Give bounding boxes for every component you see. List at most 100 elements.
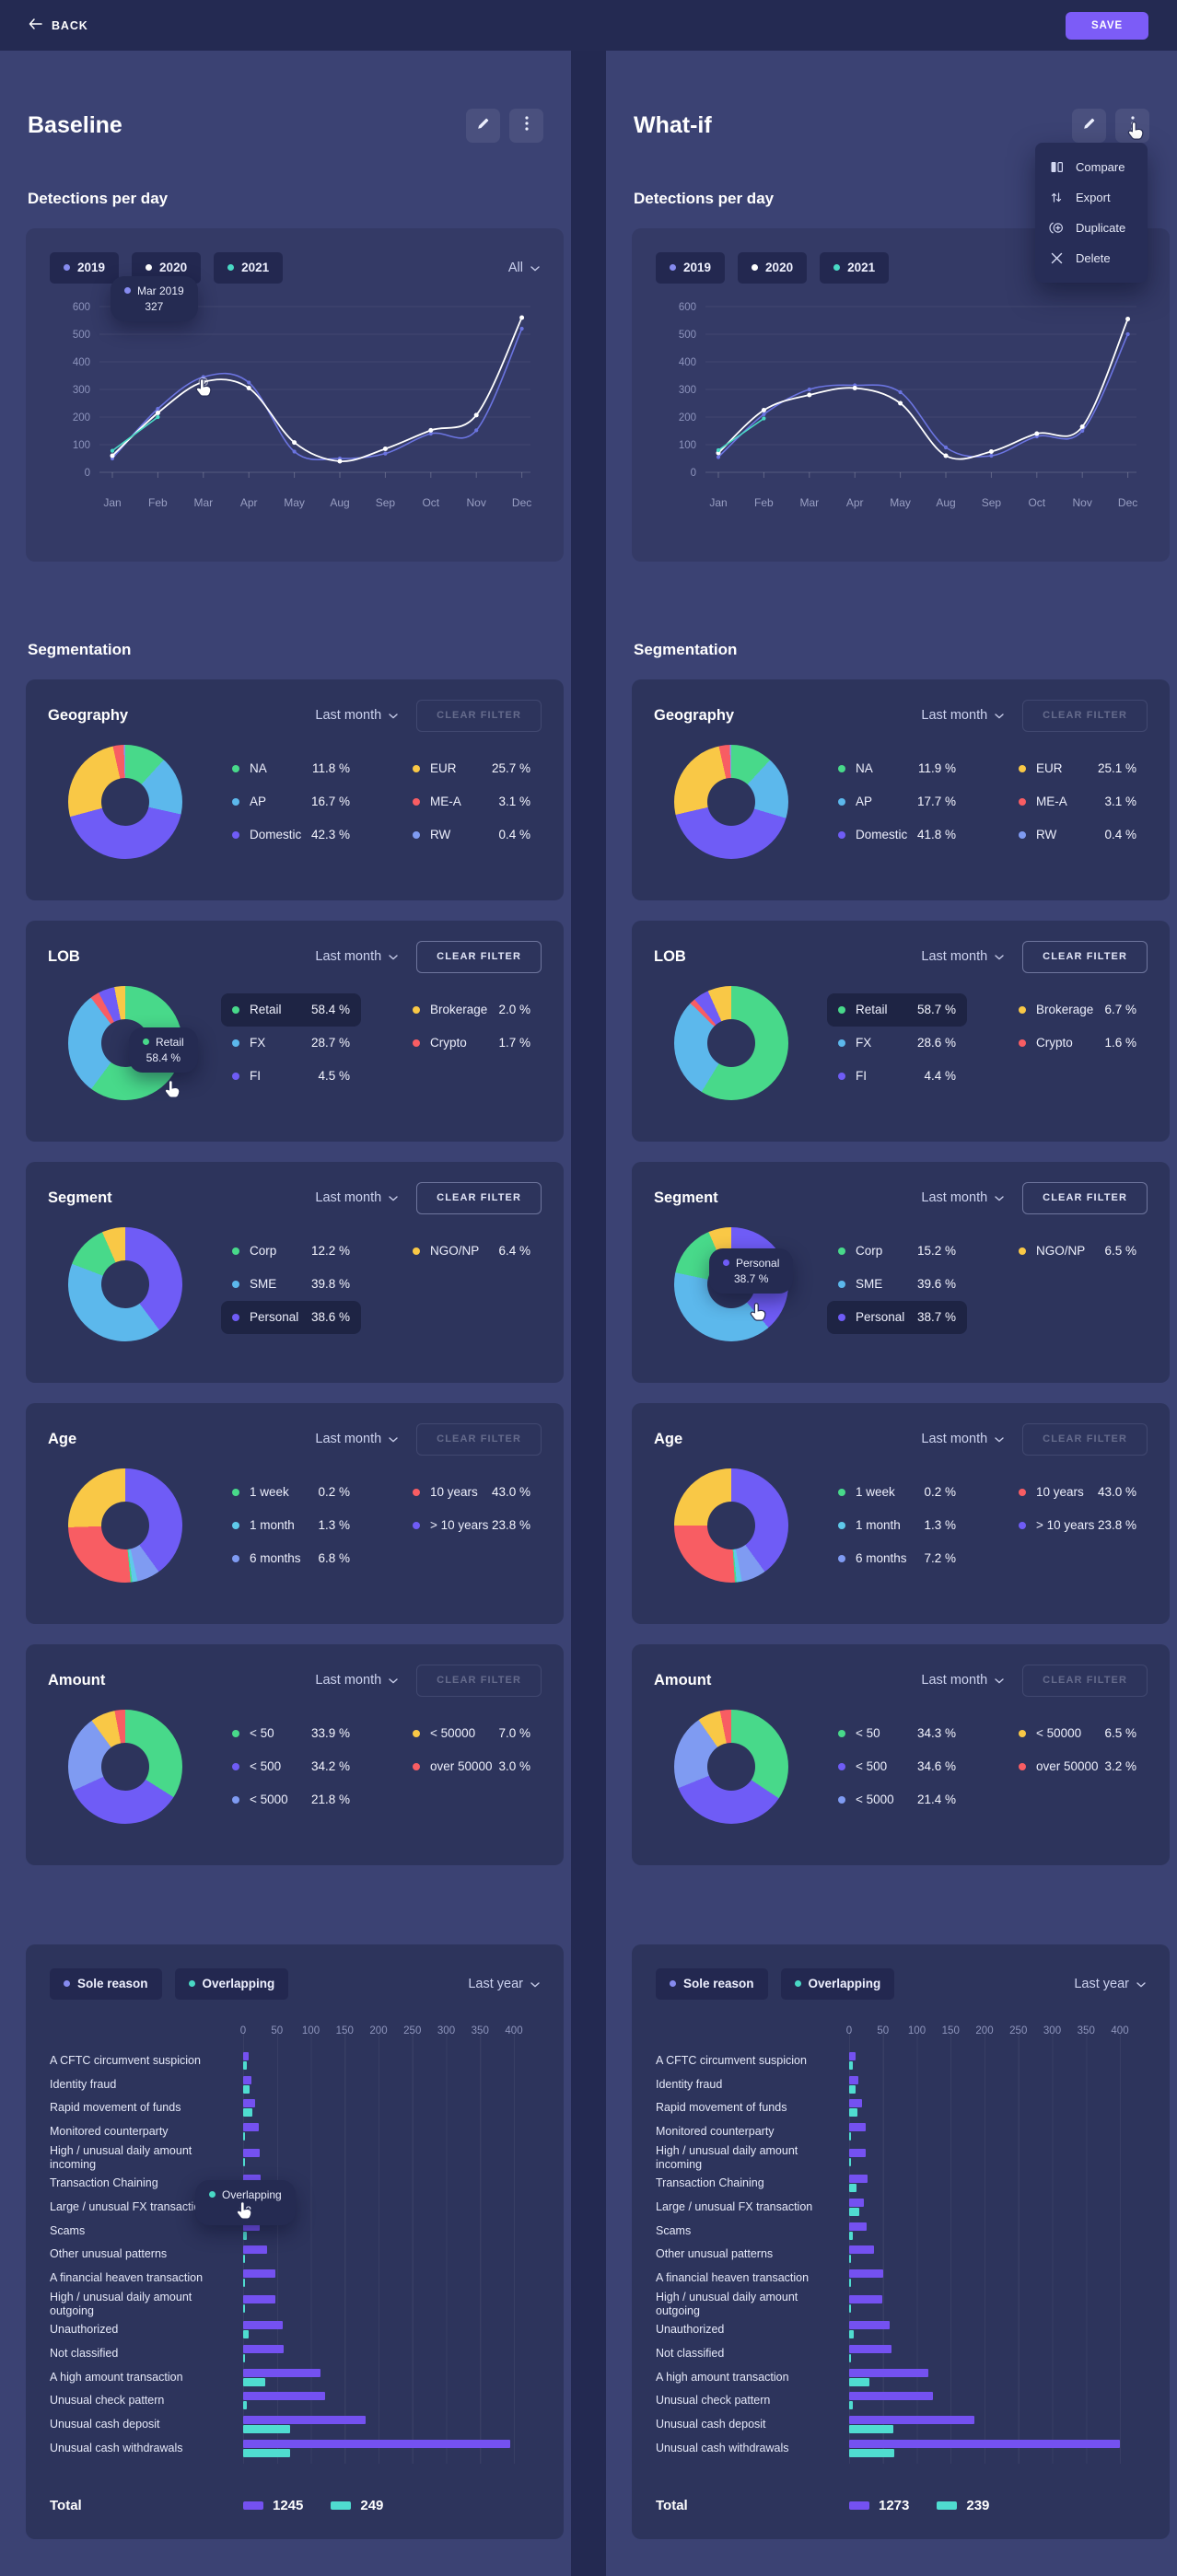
amount-legend-item--500[interactable]: < 500 34.6 % [827,1750,967,1783]
whatif-more-button[interactable] [1115,108,1149,143]
amount-legend-item-over-50000[interactable]: over 50000 3.0 % [402,1750,542,1783]
amount-donut-chart[interactable] [674,1709,788,1824]
whatif-linechart-legend-chip-2020[interactable]: 2020 [738,251,808,284]
bar-row-bars[interactable] [849,2344,891,2362]
segment-legend-item-personal[interactable]: Personal 38.7 % [827,1300,967,1334]
lob-legend-item-fi[interactable]: FI 4.4 % [827,1060,967,1093]
age-legend-item-10-years[interactable]: 10 years 43.0 % [1008,1476,1148,1509]
menu-item-compare[interactable]: Compare [1035,152,1148,182]
amount-legend-item--50000[interactable]: < 50000 6.5 % [1008,1717,1148,1750]
bar-row-bars[interactable] [243,2368,320,2386]
bar-row-bars[interactable] [849,2123,866,2141]
back-button[interactable]: BACK [29,17,88,34]
age-donut-chart[interactable] [68,1468,182,1583]
bar-row-bars[interactable] [849,2416,974,2434]
whatif-barchart-legend-chip-sole-reason[interactable]: Sole reason [656,1967,768,2000]
bar-row-bars[interactable] [849,2321,891,2339]
age-legend-item-6-months[interactable]: 6 months 6.8 % [221,1542,361,1575]
age-donut-chart[interactable] [674,1468,788,1583]
amount-legend-item--500[interactable]: < 500 34.2 % [221,1750,361,1783]
geography-legend-item-domestic[interactable]: Domestic 41.8 % [827,818,967,852]
whatif-barchart-legend-chip-overlapping[interactable]: Overlapping [780,1967,895,2000]
geography-legend-item-rw[interactable]: RW 0.4 % [402,818,542,852]
segment-clear-filter-button[interactable]: CLEAR FILTER [1022,1181,1148,1214]
bar-row-bars[interactable] [849,2269,883,2288]
bar-row-bars[interactable] [243,2416,366,2434]
amount-legend-item--5000[interactable]: < 5000 21.8 % [221,1783,361,1816]
age-legend-item-10-years[interactable]: 10 years 43.0 % [402,1476,542,1509]
baseline-barchart-legend-chip-overlapping[interactable]: Overlapping [174,1967,289,2000]
geography-legend-item-eur[interactable]: EUR 25.1 % [1008,752,1148,785]
whatif-barchart-range-selector[interactable]: Last year [1074,1977,1146,1991]
bar-row-bars[interactable] [243,2149,260,2167]
bar-row-bars[interactable] [243,2099,256,2118]
bar-row-bars[interactable] [849,2099,862,2118]
geography-legend-item-ap[interactable]: AP 17.7 % [827,785,967,818]
geography-range-selector[interactable]: Last month [921,708,1004,723]
age-legend-item-1-month[interactable]: 1 month 1.3 % [221,1509,361,1542]
geography-clear-filter-button[interactable]: CLEAR FILTER [416,699,542,732]
age-legend-item-1-week[interactable]: 1 week 0.2 % [221,1476,361,1509]
lob-legend-item-fx[interactable]: FX 28.6 % [827,1027,967,1060]
age-legend-item--10-years[interactable]: > 10 years 23.8 % [402,1509,542,1542]
age-legend-item-6-months[interactable]: 6 months 7.2 % [827,1542,967,1575]
bar-row-bars[interactable] [243,2051,249,2070]
bar-row-bars[interactable] [243,2295,275,2314]
baseline-more-button[interactable] [509,108,543,143]
bar-row-bars[interactable] [243,2123,259,2141]
segment-legend-item-personal[interactable]: Personal 38.6 % [221,1300,361,1334]
amount-clear-filter-button[interactable]: CLEAR FILTER [416,1664,542,1697]
bar-row-bars[interactable] [243,2269,276,2288]
baseline-linechart-legend-chip-2021[interactable]: 2021 [214,251,284,284]
age-range-selector[interactable]: Last month [921,1432,1004,1446]
geography-legend-item-na[interactable]: NA 11.8 % [221,752,361,785]
bar-row-bars[interactable] [849,2075,858,2094]
baseline-linechart-range-selector[interactable]: All [508,261,540,275]
baseline-line-chart[interactable]: 600 500 400 300 200 100 0 Jan Feb Mar Apr May Aug Sep… [50,295,540,523]
bar-row-bars[interactable] [243,2245,267,2264]
baseline-edit-button[interactable] [466,108,500,143]
lob-range-selector[interactable]: Last month [315,949,398,964]
bar-row-bars[interactable] [849,2175,868,2193]
age-legend-item-1-week[interactable]: 1 week 0.2 % [827,1476,967,1509]
geography-legend-item-eur[interactable]: EUR 25.7 % [402,752,542,785]
amount-legend-item--50[interactable]: < 50 34.3 % [827,1717,967,1750]
age-legend-item--10-years[interactable]: > 10 years 23.8 % [1008,1509,1148,1542]
lob-range-selector[interactable]: Last month [921,949,1004,964]
lob-legend-item-brokerage[interactable]: Brokerage 6.7 % [1008,993,1148,1027]
geography-range-selector[interactable]: Last month [315,708,398,723]
amount-range-selector[interactable]: Last month [921,1673,1004,1688]
menu-item-delete[interactable]: Delete [1035,243,1148,273]
lob-donut-chart[interactable] [674,985,788,1100]
segment-legend-item-corp[interactable]: Corp 15.2 % [827,1235,967,1268]
bar-row-bars[interactable] [849,2392,934,2410]
save-button[interactable]: SAVE [1066,11,1148,40]
geography-legend-item-me-a[interactable]: ME-A 3.1 % [402,785,542,818]
amount-clear-filter-button[interactable]: CLEAR FILTER [1022,1664,1148,1697]
segment-clear-filter-button[interactable]: CLEAR FILTER [416,1181,542,1214]
lob-clear-filter-button[interactable]: CLEAR FILTER [1022,940,1148,973]
bar-row-bars[interactable] [849,2198,865,2216]
segment-range-selector[interactable]: Last month [315,1190,398,1205]
segment-legend-item-sme[interactable]: SME 39.8 % [221,1268,361,1301]
bar-row-bars[interactable] [849,2245,875,2264]
whatif-line-chart[interactable]: 600 500 400 300 200 100 0 Jan Feb Mar Apr May Aug Sep… [656,295,1146,523]
bar-row-bars[interactable] [849,2368,928,2386]
baseline-barchart-range-selector[interactable]: Last year [468,1977,540,1991]
age-clear-filter-button[interactable]: CLEAR FILTER [416,1422,542,1456]
lob-legend-item-fx[interactable]: FX 28.7 % [221,1027,361,1060]
bar-row-bars[interactable] [243,2321,283,2339]
whatif-linechart-legend-chip-2019[interactable]: 2019 [656,251,726,284]
segment-legend-item-sme[interactable]: SME 39.6 % [827,1268,967,1301]
age-clear-filter-button[interactable]: CLEAR FILTER [1022,1422,1148,1456]
segment-legend-item-ngo-np[interactable]: NGO/NP 6.4 % [402,1235,542,1268]
whatif-edit-button[interactable] [1072,108,1106,143]
lob-legend-item-retail[interactable]: Retail 58.7 % [827,992,967,1027]
bar-row-bars[interactable] [849,2051,856,2070]
age-range-selector[interactable]: Last month [315,1432,398,1446]
amount-range-selector[interactable]: Last month [315,1673,398,1688]
bar-row-bars[interactable] [849,2295,882,2314]
bar-row-bars[interactable] [849,2440,1120,2458]
lob-clear-filter-button[interactable]: CLEAR FILTER [416,940,542,973]
amount-legend-item--5000[interactable]: < 5000 21.4 % [827,1783,967,1816]
